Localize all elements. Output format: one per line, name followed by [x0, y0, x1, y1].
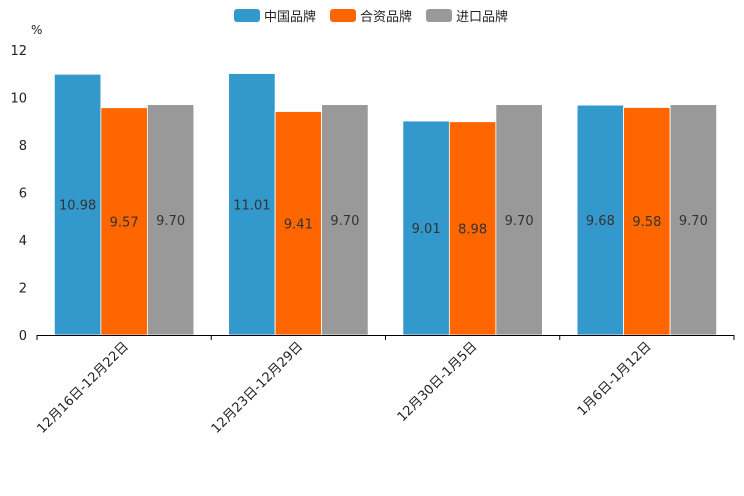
legend-swatch-2 — [426, 9, 452, 22]
data-label: 9.70 — [330, 214, 359, 229]
bar-series-2-cat-1 — [321, 104, 369, 336]
bar-series-1-cat-1 — [274, 111, 323, 336]
y-axis-unit-label: % — [31, 23, 42, 37]
data-label: 9.01 — [412, 222, 441, 237]
bars-group: 10.98 9.57 9.70 11.01 9.41 9.70 9.01 8.98 9.70 9.… — [53, 73, 718, 336]
bar-series-2-cat-0 — [146, 104, 195, 336]
bar-series-1-cat-2 — [448, 121, 497, 336]
y-tick-label: 0 — [19, 329, 27, 344]
data-label: 9.70 — [679, 214, 708, 229]
bar-series-2-cat-3 — [669, 104, 718, 336]
legend: 中国品牌 合资品牌 进口品牌 — [234, 9, 508, 25]
data-label: 9.68 — [586, 214, 615, 229]
data-label: 9.57 — [110, 215, 139, 230]
x-category-label: 12月23日-12月29日 — [209, 339, 306, 436]
legend-swatch-0 — [234, 9, 260, 22]
y-axis: 0 2 4 6 8 10 12 — [10, 44, 27, 344]
y-tick-label: 6 — [19, 187, 27, 202]
y-tick-label: 10 — [10, 92, 27, 107]
bar-series-0-cat-0 — [53, 73, 102, 336]
bar-series-0-cat-1 — [228, 73, 276, 336]
y-tick-label: 4 — [19, 234, 27, 249]
bar-series-1-cat-0 — [100, 107, 148, 336]
data-label: 9.58 — [632, 215, 661, 230]
y-tick-label: 12 — [10, 44, 27, 59]
data-label: 9.70 — [156, 214, 185, 229]
x-category-label: 1月6日-1月12日 — [575, 339, 655, 419]
x-axis: 12月16日-12月22日 12月23日-12月29日 12月30日-1月5日 1月6… — [34, 335, 735, 437]
y-tick-label: 2 — [19, 282, 27, 297]
x-category-label: 12月16日-12月22日 — [34, 339, 131, 436]
legend-label: 进口品牌 — [456, 9, 508, 25]
data-label: 11.01 — [233, 198, 270, 213]
data-label: 8.98 — [458, 222, 487, 237]
legend-label: 中国品牌 — [264, 9, 316, 25]
y-tick-label: 8 — [19, 139, 27, 154]
x-category-label: 12月30日-1月5日 — [395, 339, 481, 425]
data-label: 9.41 — [284, 217, 313, 232]
legend-swatch-1 — [330, 9, 356, 22]
legend-label: 合资品牌 — [360, 9, 412, 25]
data-label: 9.70 — [505, 214, 534, 229]
data-label: 10.98 — [59, 199, 96, 214]
bar-series-0-cat-3 — [576, 104, 625, 336]
